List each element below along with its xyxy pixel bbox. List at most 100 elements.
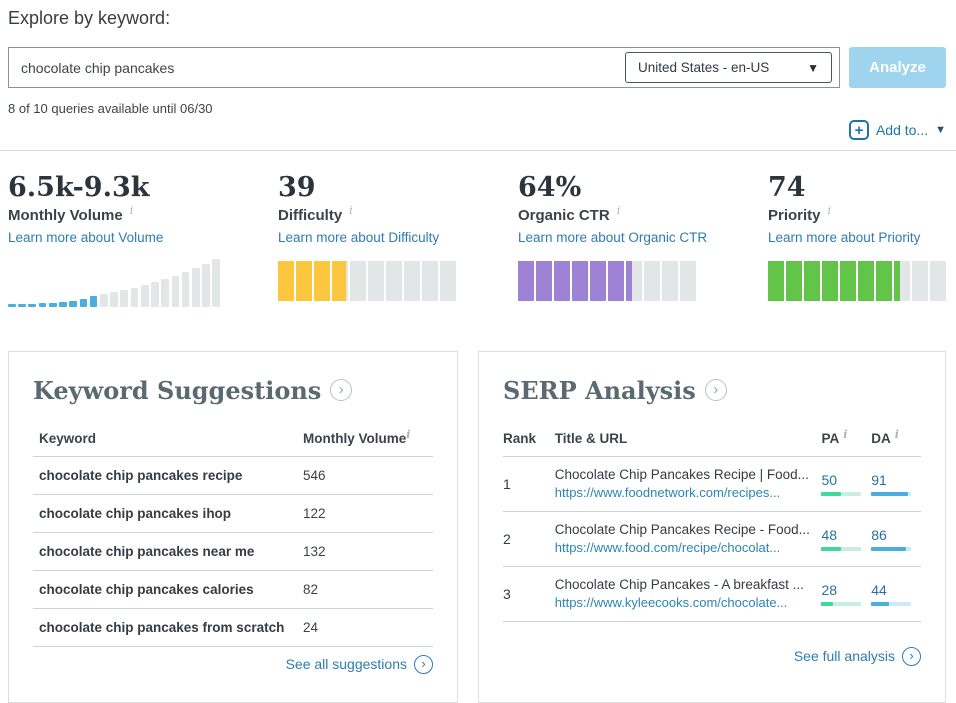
priority-gauge: [768, 260, 946, 301]
keyword-suggestion-row: chocolate chip pancakes calories 82: [33, 569, 433, 608]
learn-more-priority-link[interactable]: Learn more about Priority: [768, 229, 921, 245]
serp-result-row: 3 Chocolate Chip Pancakes - A breakfast .…: [503, 565, 921, 621]
learn-more-difficulty-link[interactable]: Learn more about Difficulty: [278, 229, 440, 245]
info-icon[interactable]: i: [616, 203, 621, 217]
gauge-segment: [912, 260, 928, 301]
suggested-keyword: chocolate chip pancakes recipe: [39, 467, 243, 483]
add-to-row: + Add to... ▼: [8, 118, 946, 142]
volume-bar: [8, 303, 16, 307]
volume-bar: [99, 293, 108, 307]
volume-bar: [181, 271, 190, 307]
pa-value: 50: [821, 471, 838, 488]
chevron-down-icon: ▼: [807, 60, 819, 75]
gauge-segment: [554, 260, 570, 301]
info-icon[interactable]: i: [406, 427, 411, 441]
organic-ctr-value: 64%: [518, 172, 582, 203]
keyword-suggestion-row: chocolate chip pancakes near me 132: [33, 531, 433, 570]
learn-more-organic-ctr-link[interactable]: Learn more about Organic CTR: [518, 229, 708, 245]
locale-select[interactable]: United States - en-US ▼: [625, 52, 832, 83]
plus-icon: +: [848, 120, 869, 140]
quota-text: 8 of 10 queries available until 06/30: [8, 101, 213, 116]
keyword-suggestion-row: chocolate chip pancakes recipe 546: [33, 455, 433, 494]
serp-result-url-link[interactable]: https://www.food.com/recipe/chocolat...: [554, 540, 781, 556]
pa-score: 48: [821, 527, 871, 551]
priority-label: Priority: [768, 206, 821, 224]
pa-score: 50: [821, 472, 871, 496]
add-to-label: Add to...: [875, 122, 929, 138]
gauge-segment: [368, 260, 384, 301]
gauge-segment: [662, 260, 678, 301]
volume-bar: [69, 300, 78, 307]
column-header-title-url: Title & URL: [554, 430, 628, 446]
pa-score: 28: [821, 582, 871, 606]
keyword-suggestion-row: chocolate chip pancakes ihop 122: [33, 493, 433, 532]
gauge-segment: [278, 260, 294, 301]
metric-card-volume: 6.5k-9.3k Monthly Volume i Learn more ab…: [8, 173, 278, 307]
suggested-keyword-volume: 132: [303, 543, 326, 559]
column-header-da: DA: [871, 430, 891, 446]
pa-bar: [821, 546, 862, 551]
serp-result-title: Chocolate Chip Pancakes Recipe - Food...: [554, 522, 810, 538]
volume-bar: [28, 303, 37, 307]
suggested-keyword: chocolate chip pancakes near me: [39, 543, 255, 559]
gauge-segment: [440, 260, 456, 301]
learn-more-volume-link[interactable]: Learn more about Volume: [8, 229, 164, 245]
gauge-segment: [786, 260, 802, 301]
info-icon[interactable]: i: [129, 203, 134, 217]
add-to-button[interactable]: + Add to... ▼: [848, 118, 946, 142]
gauge-segment: [894, 260, 910, 301]
serp-result-url-link[interactable]: https://www.foodnetwork.com/recipes...: [554, 485, 781, 501]
see-all-suggestions-link[interactable]: See all suggestions ›: [286, 654, 433, 674]
gauge-segment: [518, 260, 534, 301]
suggested-keyword-volume: 122: [303, 505, 326, 521]
volume-bar: [212, 258, 221, 307]
gauge-segment: [404, 260, 420, 301]
difficulty-label: Difficulty: [278, 206, 343, 224]
gauge-segment: [876, 260, 892, 301]
volume-bar: [171, 275, 180, 307]
gauge-segment: [644, 260, 660, 301]
gauge-segment: [590, 260, 606, 301]
volume-bar: [151, 281, 159, 307]
gauge-segment: [350, 260, 366, 301]
see-full-analysis-label: See full analysis: [793, 648, 895, 665]
serp-title-url: Chocolate Chip Pancakes Recipe | Food...…: [555, 467, 822, 500]
column-header-rank: Rank: [503, 430, 537, 446]
gauge-segment: [332, 260, 348, 301]
volume-bar: [202, 263, 210, 307]
see-full-analysis-link[interactable]: See full analysis ›: [793, 646, 921, 666]
serp-result-title: Chocolate Chip Pancakes Recipe | Food...: [554, 467, 809, 483]
volume-bar: [161, 278, 169, 307]
info-icon[interactable]: i: [843, 427, 848, 441]
volume-bar: [79, 298, 88, 307]
open-keyword-suggestions-icon[interactable]: ›: [330, 379, 353, 402]
da-bar: [871, 601, 912, 606]
suggested-keyword-volume: 24: [303, 619, 319, 635]
da-value: 91: [871, 471, 887, 488]
info-icon[interactable]: i: [827, 203, 832, 217]
open-serp-analysis-icon[interactable]: ›: [704, 379, 727, 402]
organic-ctr-gauge: [518, 260, 696, 301]
da-value: 44: [871, 581, 887, 598]
da-bar: [871, 491, 912, 496]
da-score: 44: [871, 582, 921, 606]
pa-value: 28: [821, 581, 838, 598]
suggested-keyword: chocolate chip pancakes calories: [39, 581, 254, 597]
gauge-segment: [608, 260, 624, 301]
metric-card-difficulty: 39 Difficulty i Learn more about Difficu…: [278, 173, 518, 307]
info-icon[interactable]: i: [349, 203, 353, 217]
serp-analysis-table: Rank Title & URL PA i DA i 1 Chocolate Chip…: [503, 427, 921, 622]
info-icon[interactable]: i: [894, 427, 899, 441]
suggested-keyword: chocolate chip pancakes ihop: [39, 505, 232, 521]
serp-title-url: Chocolate Chip Pancakes Recipe - Food...…: [555, 522, 822, 555]
gauge-segment: [296, 260, 312, 301]
analyze-button[interactable]: Analyze: [849, 47, 946, 88]
volume-bar: [110, 291, 118, 307]
serp-rank: 1: [503, 475, 511, 492]
search-row: United States - en-US ▼ Analyze: [8, 47, 946, 88]
chevron-right-icon: ›: [902, 646, 921, 666]
pa-value: 48: [821, 526, 838, 543]
keyword-search-box: United States - en-US ▼: [8, 47, 840, 88]
volume-bar: [120, 289, 129, 307]
serp-result-url-link[interactable]: https://www.kyleecooks.com/chocolate...: [554, 595, 788, 611]
